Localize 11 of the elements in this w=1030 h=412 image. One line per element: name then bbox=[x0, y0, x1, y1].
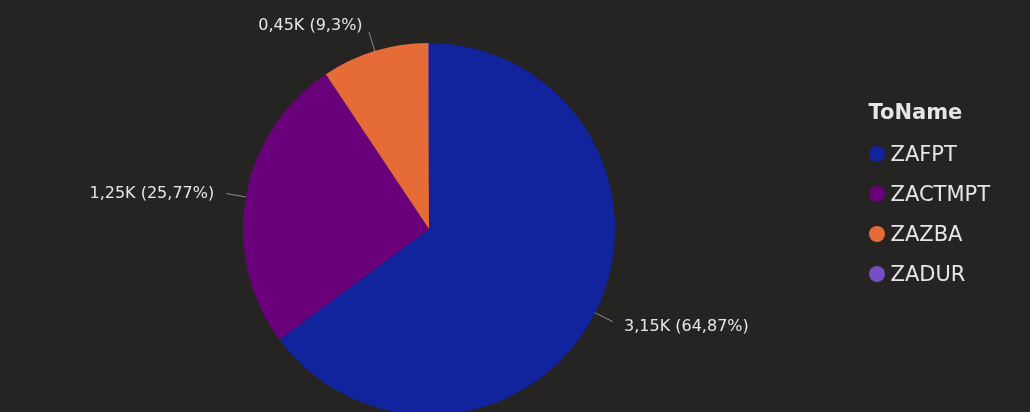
legend-label: ZACTMPT bbox=[890, 182, 990, 206]
legend-label: ZAZBA bbox=[890, 222, 963, 246]
data-label: 0,45K (9,3%) bbox=[258, 14, 363, 34]
legend-label: ZADUR bbox=[890, 262, 966, 286]
data-label: 1,25K (25,77%) bbox=[89, 182, 215, 202]
pie-slice bbox=[325, 43, 429, 229]
pie-slice bbox=[279, 43, 615, 412]
legend-label: ZAFPT bbox=[890, 142, 957, 166]
pie-slice bbox=[243, 74, 429, 340]
data-label: 3,15K (64,87%) bbox=[624, 315, 749, 335]
legend-title: ToName bbox=[868, 100, 964, 124]
